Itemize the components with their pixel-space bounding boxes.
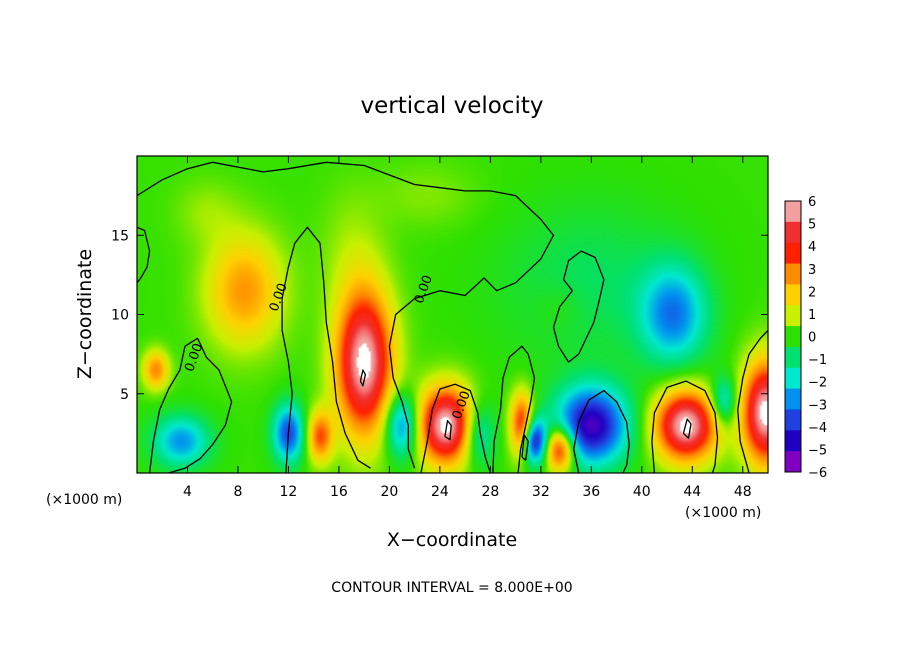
colorbar: 6 5 4 3 2 1 0 −1 −2 −3 −4 −5 −6 — [784, 195, 827, 481]
contour-line-zero — [148, 337, 233, 473]
contour-line-zero — [137, 161, 555, 469]
contour-line-zero — [137, 226, 151, 284]
x-tick-label: 40 — [633, 484, 651, 500]
colorbar-swatch — [785, 263, 801, 285]
x-tick-label: 20 — [380, 484, 398, 500]
x-tick-label: 24 — [431, 484, 449, 500]
contour-line-zero — [737, 329, 768, 473]
x-tick-label: 28 — [481, 484, 499, 500]
y-tick-label: 10 — [111, 308, 129, 324]
contour-interval-note: CONTOUR INTERVAL = 8.000E+00 — [331, 580, 572, 596]
colorbar-swatch — [785, 367, 801, 390]
x-tick-label: 8 — [233, 484, 242, 500]
y-axis-label: Z−coordinate — [74, 249, 96, 379]
y-tick-label: 5 — [120, 387, 129, 403]
colorbar-label: 3 — [808, 263, 816, 278]
plot-area: 0.000.000.000.00 — [136, 155, 769, 474]
x-tick-label: 16 — [330, 484, 348, 500]
contour-line-zero — [651, 380, 719, 473]
colorbar-label: −3 — [808, 398, 827, 413]
contour-line-8 — [682, 418, 692, 439]
colorbar-label: −5 — [808, 443, 827, 458]
colorbar-swatch — [785, 221, 801, 244]
x-axis-label: X−coordinate — [387, 529, 517, 551]
colorbar-label: −1 — [808, 353, 827, 368]
x-tick-label: 4 — [183, 484, 192, 500]
x-unit-left: (×1000 m) — [46, 492, 122, 508]
contour-line-8 — [521, 434, 529, 461]
contour-line-zero — [492, 345, 536, 473]
contour-lines — [137, 161, 768, 473]
colorbar-swatch — [785, 305, 801, 327]
x-tick-label: 12 — [280, 484, 298, 500]
colorbar-swatch — [785, 346, 801, 369]
colorbar-label: 0 — [808, 331, 816, 346]
colorbar-swatch — [785, 430, 801, 452]
colorbar-swatch — [785, 388, 801, 410]
colorbar-label: −6 — [808, 466, 827, 481]
x-tick-label: 48 — [734, 484, 752, 500]
x-unit-right: (×1000 m) — [685, 505, 761, 521]
colorbar-frame — [784, 200, 802, 473]
x-tick-label: 36 — [582, 484, 600, 500]
contour-line-8 — [359, 369, 367, 387]
x-tick-label: 44 — [683, 484, 701, 500]
colorbar-swatch — [785, 201, 801, 223]
colorbar-label: −2 — [808, 376, 827, 391]
contour-line-zero — [420, 383, 492, 473]
contour-line-8 — [444, 420, 452, 441]
x-tick-label: 32 — [532, 484, 550, 500]
colorbar-label: 2 — [808, 285, 816, 300]
contour-line-zero — [573, 389, 630, 473]
colorbar-label: 6 — [808, 195, 816, 210]
colorbar-label: 1 — [808, 308, 816, 323]
y-axis: 5 10 15 — [111, 228, 768, 403]
colorbar-swatch — [785, 326, 801, 348]
colorbar-label: 4 — [808, 240, 816, 255]
colorbar-swatch — [785, 242, 801, 265]
velocity-field — [137, 156, 768, 473]
contour-line-zero — [281, 226, 371, 473]
y-tick-label: 15 — [111, 228, 129, 244]
colorbar-label: −4 — [808, 421, 827, 436]
colorbar-swatch — [785, 284, 801, 306]
chart-title: vertical velocity — [361, 93, 544, 119]
colorbar-swatch — [785, 409, 801, 431]
colorbar-swatch — [785, 451, 801, 473]
colorbar-label: 5 — [808, 218, 816, 233]
contour-line-zero — [552, 250, 605, 363]
x-axis: 4 8 12 16 20 24 28 32 36 40 44 48 — [183, 156, 752, 500]
